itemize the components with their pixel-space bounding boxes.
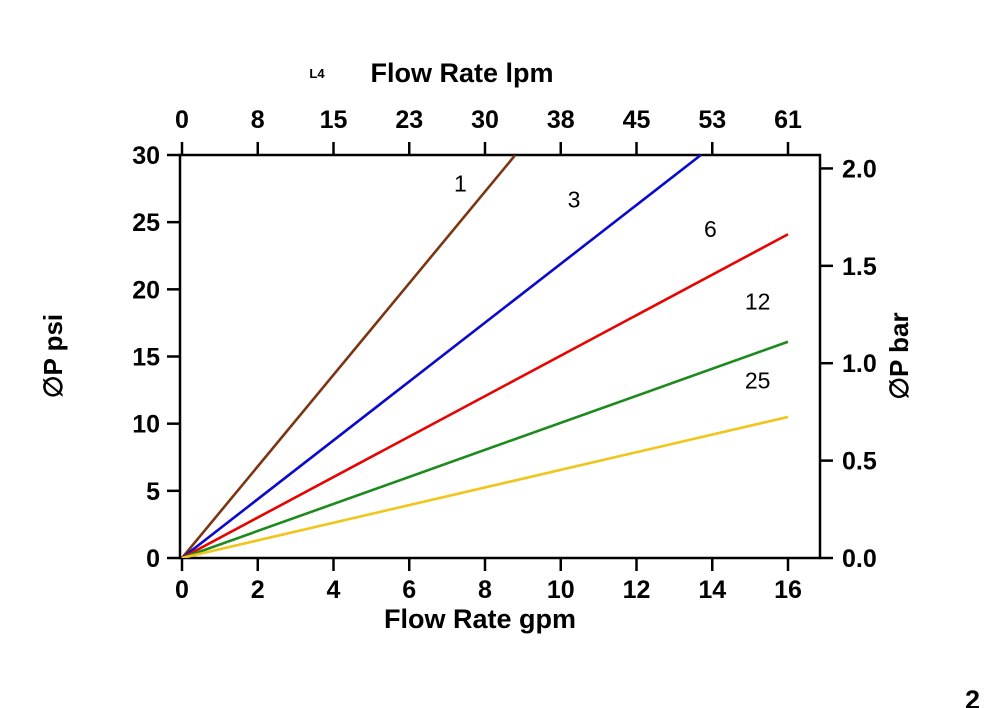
x-tick-label-lpm: 8 <box>251 106 265 134</box>
x-tick-label-gpm: 12 <box>623 576 651 604</box>
series-label-1: 1 <box>454 170 467 196</box>
chart-title-top: Flow Rate lpm <box>370 58 553 88</box>
x-tick-label-lpm: 53 <box>698 106 726 134</box>
x-tick-label-lpm: 15 <box>320 106 348 134</box>
series-label-25: 25 <box>745 368 771 394</box>
y-tick-label-bar: 1.5 <box>842 253 877 281</box>
series-line-3 <box>181 155 702 558</box>
corner-tag: L4 <box>309 66 325 81</box>
x-tick-label-lpm: 0 <box>175 106 189 134</box>
x-tick-label-gpm: 6 <box>402 576 416 604</box>
y-tick-label-bar: 2.0 <box>842 155 877 183</box>
y-tick-label-psi: 15 <box>132 344 160 372</box>
x-tick-label-gpm: 10 <box>547 576 575 604</box>
y-tick-label-psi: 25 <box>132 209 160 237</box>
y-tick-label-bar: 1.0 <box>842 350 877 378</box>
series-label-6: 6 <box>704 216 717 242</box>
x-tick-label-gpm: 2 <box>251 576 265 604</box>
x-tick-label-lpm: 23 <box>395 106 423 134</box>
x-tick-label-lpm: 30 <box>471 106 499 134</box>
series-line-12 <box>181 340 789 558</box>
x-tick-label-gpm: 16 <box>774 576 802 604</box>
x-tick-label-lpm: 45 <box>623 106 651 134</box>
y-tick-label-bar: 0.0 <box>842 545 877 573</box>
y-tick-label-psi: 30 <box>132 142 160 170</box>
x-tick-label-gpm: 4 <box>327 576 341 604</box>
series-label-3: 3 <box>568 186 581 212</box>
y-tick-label-psi: 0 <box>146 545 160 573</box>
y-axis-title-left: ∅P psi <box>38 314 68 398</box>
y-tick-label-psi: 5 <box>146 478 160 506</box>
series-label-12: 12 <box>745 288 771 314</box>
series-line-6 <box>181 233 789 558</box>
page-number: 2 <box>964 685 980 708</box>
x-tick-label-gpm: 14 <box>698 576 726 604</box>
y-axis-title-right: ∅P bar <box>884 312 914 399</box>
series-line-1 <box>180 155 517 558</box>
y-tick-label-psi: 20 <box>132 276 160 304</box>
y-tick-label-bar: 0.5 <box>842 448 877 476</box>
x-tick-label-lpm: 61 <box>774 106 802 134</box>
y-tick-label-psi: 10 <box>132 411 160 439</box>
series-line-25 <box>181 415 789 558</box>
plot-frame <box>178 153 822 560</box>
x-tick-label-lpm: 38 <box>547 106 575 134</box>
x-tick-label-gpm: 0 <box>175 576 189 604</box>
x-axis-title: Flow Rate gpm <box>384 604 576 634</box>
x-tick-label-gpm: 8 <box>478 576 492 604</box>
